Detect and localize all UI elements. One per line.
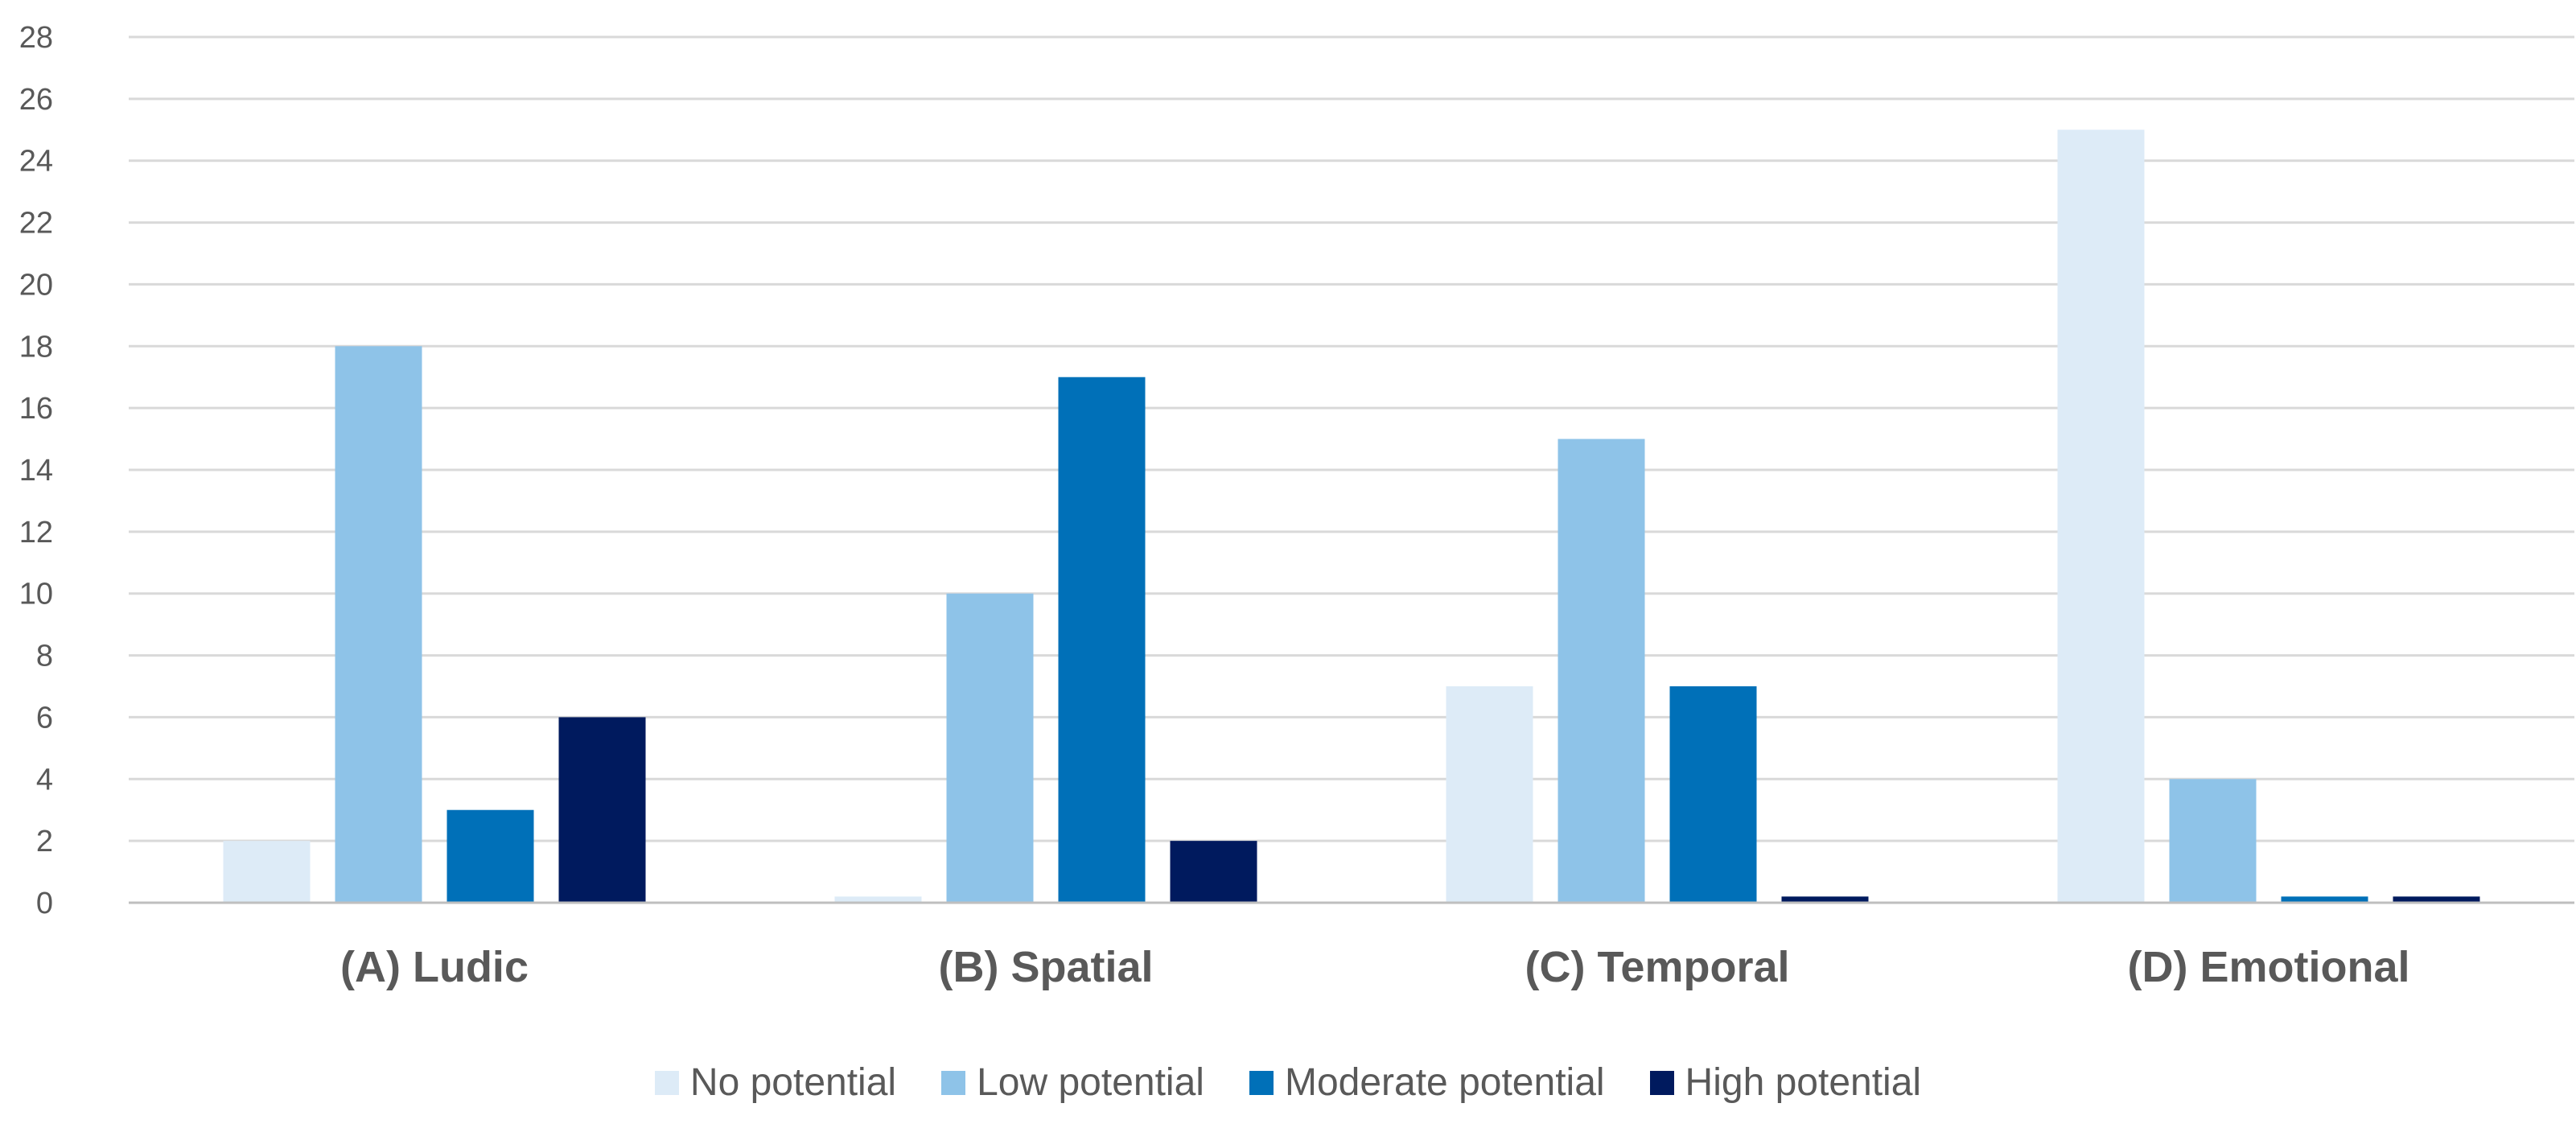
legend-swatch (1249, 1070, 1274, 1095)
y-tick-label: 24 (19, 145, 53, 179)
legend-swatch (941, 1070, 966, 1095)
category-label: (B) Spatial (938, 943, 1153, 991)
bar-moderate-potential (2281, 896, 2368, 903)
gridlines (129, 35, 2574, 842)
y-tick-label: 10 (19, 578, 53, 611)
bar-high-potential (2393, 896, 2480, 903)
legend-swatch (1649, 1070, 1674, 1095)
y-tick-label: 28 (19, 21, 53, 55)
bar-no-potential (834, 896, 922, 903)
legend-label: High potential (1685, 1061, 1922, 1104)
bar-no-potential (2057, 130, 2145, 904)
bar-no-potential (223, 841, 311, 903)
bar-low-potential (2169, 779, 2257, 903)
y-tick-label: 16 (19, 392, 53, 426)
bar-moderate-potential (446, 809, 534, 903)
bar-high-potential (558, 717, 646, 903)
bar-moderate-potential (1058, 377, 1146, 903)
legend-swatch (654, 1070, 679, 1095)
y-tick-label: 22 (19, 207, 53, 241)
bar-low-potential (1558, 438, 1645, 903)
bar-no-potential (1446, 686, 1533, 903)
bars (223, 130, 2480, 904)
legend-item: High potential (1649, 1060, 1922, 1105)
y-tick-label: 20 (19, 268, 53, 302)
category-label: (D) Emotional (2128, 943, 2410, 991)
legend-item: Moderate potential (1249, 1060, 1605, 1105)
y-tick-label: 0 (36, 887, 53, 920)
y-tick-label: 8 (36, 640, 53, 673)
bar-low-potential (335, 346, 422, 903)
bar-low-potential (946, 593, 1034, 903)
category-labels: (A) Ludic (B) Spatial (C) Temporal (D) Emot… (340, 943, 2409, 991)
y-tick-label: 12 (19, 516, 53, 550)
y-tick-label: 4 (36, 763, 53, 797)
legend: No potential Low potential Moderate potent… (0, 1060, 2576, 1105)
y-tick-label: 2 (36, 825, 53, 858)
category-label: (A) Ludic (340, 943, 529, 991)
y-tick-label: 6 (36, 701, 53, 735)
bar-moderate-potential (1669, 686, 1757, 903)
legend-label: Moderate potential (1284, 1061, 1605, 1104)
bar-high-potential (1781, 896, 1869, 903)
legend-item: Low potential (941, 1060, 1204, 1105)
legend-label: No potential (689, 1061, 897, 1104)
bar-high-potential (1170, 841, 1257, 903)
y-tick-label: 18 (19, 330, 53, 364)
legend-item: No potential (654, 1060, 897, 1105)
legend-label: Low potential (977, 1061, 1204, 1104)
category-label: (C) Temporal (1525, 943, 1789, 991)
y-tick-label: 14 (19, 454, 53, 488)
y-tick-label: 26 (19, 83, 53, 117)
